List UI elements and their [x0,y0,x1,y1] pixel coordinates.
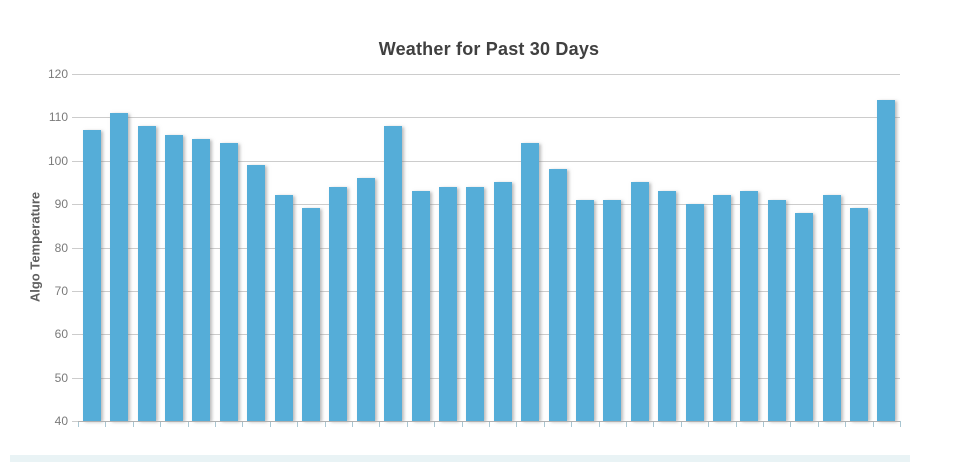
gridline [78,74,900,75]
x-axis-tick [598,421,600,427]
y-tick-label: 100 [47,153,68,168]
x-axis-tick [461,421,463,427]
y-axis-tick [72,290,78,292]
bar[interactable] [493,182,512,421]
x-axis-tick [708,421,710,427]
x-axis-tick [571,421,573,427]
x-axis-tick [269,421,271,427]
x-axis-tick [242,421,244,427]
bar[interactable] [301,208,320,421]
y-tick-label: 40 [54,414,68,428]
y-tick-label: 110 [48,110,68,125]
y-axis-tick [72,247,78,249]
bar[interactable] [575,199,594,421]
x-axis-tick [215,421,216,427]
y-axis-tick [72,421,78,422]
bar[interactable] [82,130,101,421]
x-axis-tick [324,421,326,427]
x-axis-tick [516,421,518,427]
bar[interactable] [521,143,540,421]
y-tick-label: 90 [54,197,68,212]
bar[interactable] [466,186,485,421]
x-axis-tick [845,421,847,427]
y-axis-tick [72,334,78,336]
x-axis-tick [434,421,436,427]
x-axis-tick [900,421,901,427]
x-axis-tick [379,421,381,427]
plot-area [72,74,901,427]
bar[interactable] [795,212,814,421]
gridline [78,334,900,336]
y-tick-label: 60 [54,327,68,342]
x-axis-tick [872,421,874,427]
x-axis-tick [653,421,655,427]
bar[interactable] [219,143,238,421]
x-axis-tick [817,421,819,427]
x-axis-line [78,421,900,422]
bar[interactable] [849,208,868,421]
bar[interactable] [712,195,731,421]
y-axis-tick [72,377,78,379]
bar[interactable] [438,186,457,421]
x-axis-tick [352,421,353,427]
x-axis-tick [297,421,299,427]
y-tick-label: 120 [47,67,68,81]
gridline [78,160,900,162]
bar[interactable] [356,178,375,421]
y-axis-tick [72,117,78,119]
x-axis-tick [543,421,545,427]
bar[interactable] [137,126,156,421]
bar[interactable] [685,204,704,421]
x-axis-tick [680,421,682,427]
chart-title: Weather for Past 30 Days [378,39,600,59]
x-axis-tick [406,421,408,427]
bar[interactable] [877,100,896,421]
y-axis-tick [72,74,78,75]
x-axis-tick [626,421,627,427]
x-axis-tick [187,421,189,427]
bar[interactable] [192,139,211,421]
bar[interactable] [329,186,348,421]
y-axis-tick [72,160,78,162]
bar[interactable] [274,195,293,421]
y-tick-label: 70 [54,283,68,298]
x-axis-tick [78,421,79,427]
bottom-strip [10,455,910,462]
x-axis-tick [735,421,737,427]
bar[interactable] [630,182,649,421]
bar[interactable] [110,113,129,421]
y-axis-labels: 120 110 100 90 80 70 60 50 40 [0,67,68,428]
x-axis-tick [132,421,134,427]
x-axis-tick [790,421,792,427]
bar[interactable] [247,165,266,421]
bar[interactable] [767,199,786,421]
x-axis-tick [763,421,764,427]
gridline [78,204,900,206]
gridline [78,290,900,292]
bar[interactable] [384,126,403,421]
bar[interactable] [411,191,430,421]
x-axis-tick [489,421,490,427]
y-tick-label: 50 [54,370,68,385]
bar[interactable] [822,195,841,421]
y-tick-label: 80 [54,240,68,255]
gridline [78,377,900,379]
x-axis-tick [160,421,162,427]
bar[interactable] [603,199,622,421]
bar[interactable] [740,191,759,421]
gridline [78,247,900,249]
gridline [78,117,900,119]
x-axis-tick [105,421,107,427]
y-axis-tick [72,204,78,206]
bar[interactable] [164,134,183,421]
bar[interactable] [658,191,677,421]
bar[interactable] [548,169,567,421]
